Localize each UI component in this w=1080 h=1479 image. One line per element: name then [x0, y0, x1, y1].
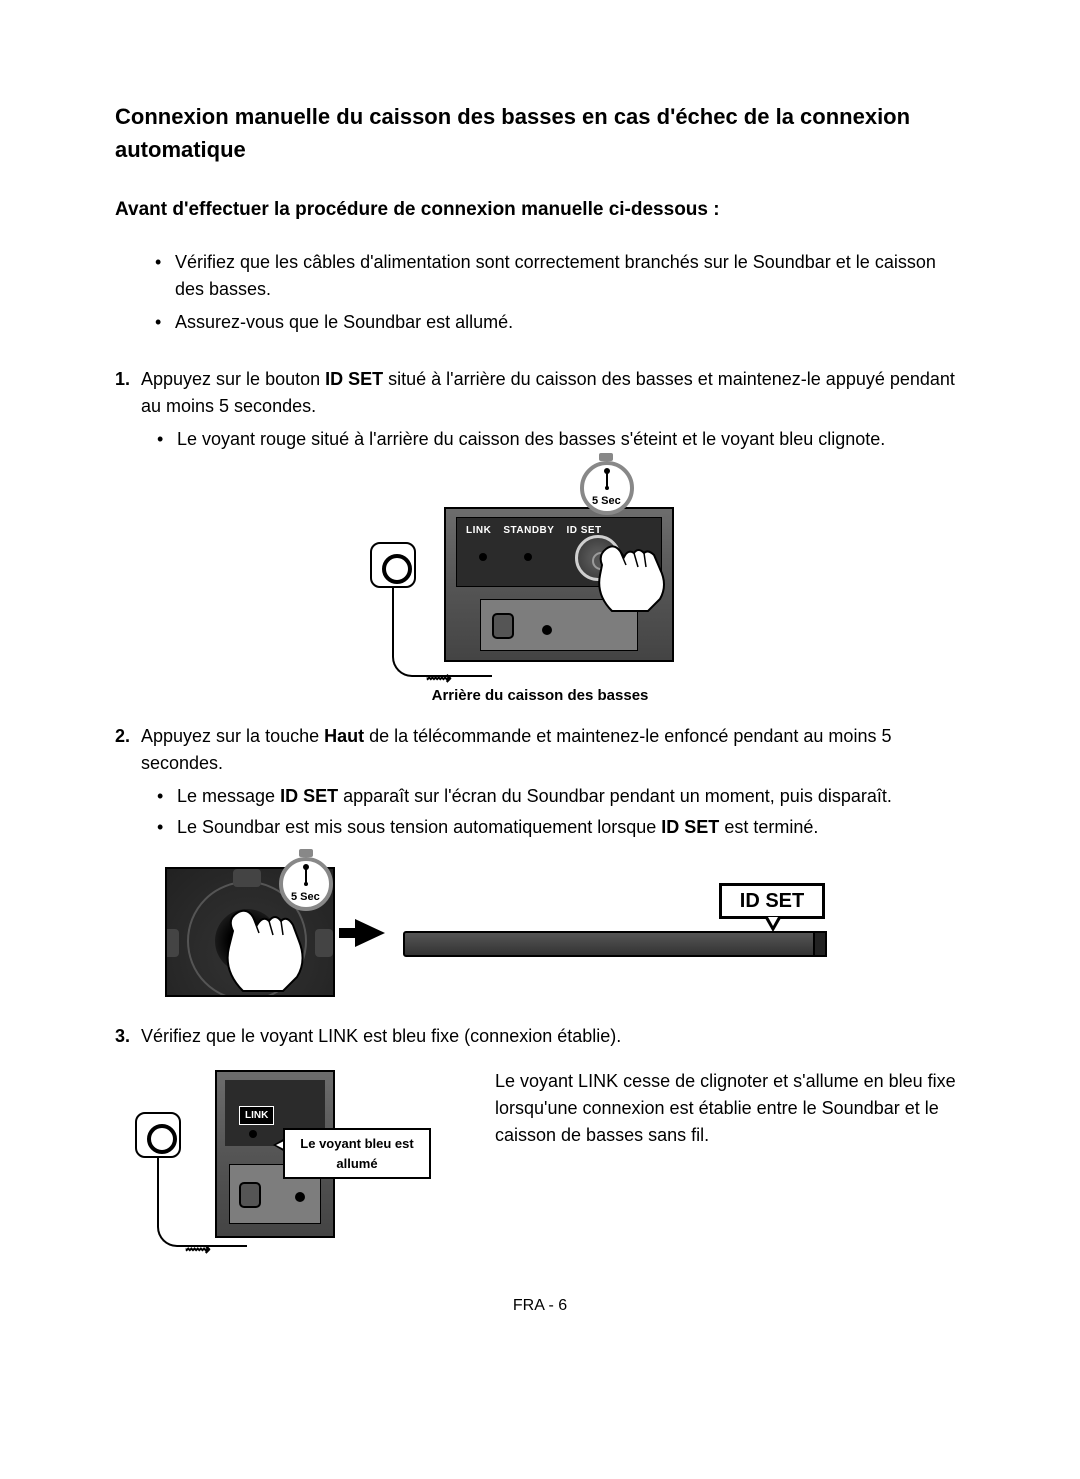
power-plug-icon — [370, 542, 416, 588]
d3-cord-squiggle: ⟿ — [185, 1236, 211, 1263]
step-1-sub-1: Le voyant rouge situé à l'arrière du cai… — [157, 426, 965, 453]
remote-up-button — [233, 869, 261, 887]
arrow-right-icon — [355, 919, 385, 947]
step-1-num: 1. — [115, 366, 130, 393]
idset-callout-pointer — [765, 918, 781, 932]
step-2-sub-2: Le Soundbar est mis sous tension automat… — [157, 814, 965, 841]
step-3-num: 3. — [115, 1023, 130, 1050]
callout-box: Le voyant bleu est allumé — [283, 1128, 431, 1179]
d3-power-port — [239, 1182, 261, 1208]
step-3-text: Vérifiez que le voyant LINK est bleu fix… — [141, 1026, 621, 1046]
link-led — [479, 553, 487, 561]
pre-bullet-2: Assurez-vous que le Soundbar est allumé. — [155, 309, 965, 336]
d3-link-led — [249, 1130, 257, 1138]
s2s2a: Le Soundbar est mis sous tension automat… — [177, 817, 661, 837]
panel-standby-label: STANDBY — [503, 525, 554, 536]
hand-press-icon — [590, 535, 680, 615]
power-port — [492, 613, 514, 639]
pre-bullet-1: Vérifiez que les câbles d'alimentation s… — [155, 249, 965, 303]
step-1: 1. Appuyez sur le bouton ID SET situé à … — [115, 366, 965, 453]
diagram3-para: Le voyant LINK cesse de clignoter et s'a… — [495, 1064, 965, 1149]
main-title: Connexion manuelle du caisson des basses… — [115, 100, 965, 166]
d3-power-plug-icon — [135, 1112, 181, 1158]
timer-label: 5 Sec — [592, 493, 621, 510]
standby-led — [524, 553, 532, 561]
sub-title: Avant d'effectuer la procédure de connex… — [115, 196, 965, 225]
s2s2b: ID SET — [661, 817, 719, 837]
diagram-subwoofer-back: ⟿ LINKSTANDBYID SET 5 Sec — [370, 467, 710, 677]
d3-link-label: LINK — [239, 1106, 274, 1125]
step-2-bold: Haut — [324, 726, 364, 746]
step-2-num: 2. — [115, 723, 130, 750]
step-2-sub-1: Le message ID SET apparaît sur l'écran d… — [157, 783, 965, 810]
diagram-subwoofer-link: ⟿ LINK Le voyant bleu est allumé — [135, 1064, 435, 1254]
cord-squiggle: ⟿ — [426, 665, 452, 692]
timer-top — [599, 453, 613, 461]
pre-bullets: Vérifiez que les câbles d'alimentation s… — [155, 249, 965, 336]
step-1-bold: ID SET — [325, 369, 383, 389]
s2s1b: ID SET — [280, 786, 338, 806]
d3-panel-dot — [295, 1192, 305, 1202]
diagram-remote-soundbar: 5 Sec ID SET — [165, 857, 885, 1007]
remote-left-button — [165, 929, 179, 957]
step-2: 2. Appuyez sur la touche Haut de la télé… — [115, 723, 965, 841]
soundbar-end — [813, 931, 827, 957]
s2s1c: apparaît sur l'écran du Soundbar pendant… — [338, 786, 892, 806]
idset-callout-box: ID SET — [719, 883, 825, 919]
timer2-label: 5 Sec — [291, 889, 320, 906]
panel-link-label: LINK — [466, 525, 491, 536]
timer2-top — [299, 849, 313, 857]
soundbar-graphic — [403, 931, 823, 957]
diagram1-caption: Arrière du caisson des basses — [115, 685, 965, 708]
s2s2c: est terminé. — [719, 817, 818, 837]
panel-dot — [542, 625, 552, 635]
step-2-text-a: Appuyez sur la touche — [141, 726, 324, 746]
page-footer: FRA - 6 — [115, 1294, 965, 1318]
step-3: 3. Vérifiez que le voyant LINK est bleu … — [115, 1023, 965, 1050]
s2s1a: Le message — [177, 786, 280, 806]
step-1-text-a: Appuyez sur le bouton — [141, 369, 325, 389]
